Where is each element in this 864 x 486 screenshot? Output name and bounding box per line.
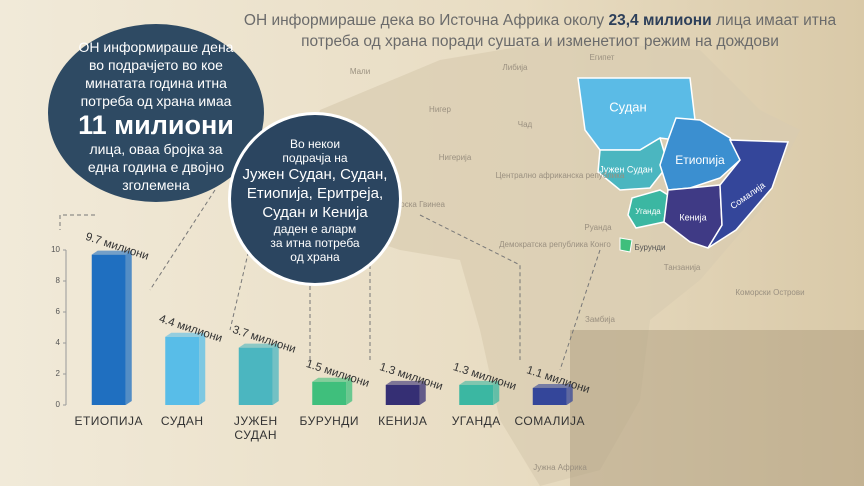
country-label: Коморски Острови bbox=[735, 288, 804, 297]
bubble-highlight: 11 милиони bbox=[78, 110, 234, 140]
region-south-sudan bbox=[597, 136, 669, 191]
country-label: Централно африканска република bbox=[496, 171, 625, 180]
bar-top bbox=[91, 250, 132, 255]
header: ОН информираше дека во Источна Африка ок… bbox=[240, 10, 840, 52]
region-label: Етиопија bbox=[675, 153, 725, 167]
bar bbox=[459, 384, 494, 405]
x-tick-label: КЕНИЈА bbox=[378, 414, 428, 428]
y-tick-label: 0 bbox=[56, 400, 61, 409]
x-tick-label: УГАНДА bbox=[451, 414, 501, 428]
region-label: Кенија bbox=[679, 212, 706, 222]
country-label: Чад bbox=[518, 120, 533, 129]
region-somalia bbox=[707, 139, 790, 249]
x-tick-label: СОМАЛИЈА bbox=[514, 414, 585, 428]
bar-side bbox=[566, 383, 573, 405]
region-label: Јужен Судан bbox=[599, 164, 653, 174]
country-label: Мали bbox=[350, 67, 370, 76]
x-tick-label: СУДАН bbox=[160, 414, 204, 428]
country-label: Демократска република Конго bbox=[499, 240, 611, 249]
bar-side bbox=[419, 380, 426, 405]
bar-top bbox=[385, 380, 426, 385]
region-label: Судан bbox=[609, 99, 646, 114]
region-label: Уганда bbox=[635, 207, 661, 216]
y-tick-label: 2 bbox=[56, 369, 61, 378]
bar bbox=[165, 336, 200, 405]
bar-side bbox=[346, 377, 353, 405]
header-highlight: 23,4 милиони bbox=[608, 12, 712, 29]
y-tick-label: 10 bbox=[51, 245, 60, 254]
bubble-left: ОН информираше дена во подрачјето во кое… bbox=[48, 24, 264, 202]
bar-top bbox=[459, 380, 500, 385]
bar bbox=[312, 381, 347, 405]
bubble-text: лица, оваа бројка за една година е двојн… bbox=[87, 141, 225, 193]
country-label: Танзанија bbox=[664, 263, 701, 272]
bar bbox=[385, 384, 420, 405]
bubble-right: Во некои подрачја на Јужен Судан, Судан,… bbox=[228, 112, 402, 286]
bar-side bbox=[125, 250, 132, 405]
region-ethiopia bbox=[659, 117, 741, 191]
y-tick-label: 4 bbox=[56, 338, 61, 347]
x-tick-label: ЈУЖЕН СУДАН bbox=[233, 414, 278, 442]
country-label: Јужна Африка bbox=[533, 463, 587, 472]
x-tick-label: ЕТИОПИЈА bbox=[74, 414, 144, 428]
photo-area bbox=[570, 330, 864, 486]
x-tick-label: БУРУНДИ bbox=[299, 414, 359, 428]
bar-top bbox=[312, 377, 353, 382]
bar-top bbox=[165, 332, 206, 337]
bubble-text: даден е аларм за итна потреба од храна bbox=[270, 222, 360, 264]
y-tick-label: 6 bbox=[56, 307, 61, 316]
header-text: лица имаат итна потреба од храна поради … bbox=[301, 12, 837, 50]
bar-side bbox=[199, 332, 206, 405]
bar bbox=[238, 347, 273, 405]
region-burundi bbox=[619, 237, 633, 253]
bar-side bbox=[493, 380, 500, 405]
country-label: Нигерија bbox=[439, 153, 472, 162]
bubble-highlight: Јужен Судан, Судан, Етиопија, Еритреја, … bbox=[242, 166, 388, 221]
country-label: Нигер bbox=[429, 105, 451, 114]
bar-top bbox=[238, 343, 279, 348]
bar-top bbox=[532, 383, 573, 388]
country-label: Египет bbox=[590, 53, 615, 62]
country-label: Либија bbox=[503, 63, 529, 72]
y-tick-label: 8 bbox=[56, 276, 61, 285]
bar bbox=[91, 254, 126, 405]
region-label: Бурунди bbox=[635, 243, 666, 252]
bar bbox=[532, 387, 567, 405]
bubble-text: ОН информираше дена во подрачјето во кое… bbox=[78, 39, 234, 109]
bubble-text: Во некои подрачја на bbox=[282, 137, 348, 165]
country-label: Замбија bbox=[585, 315, 616, 324]
country-label: Руанда bbox=[584, 223, 612, 232]
bar-side bbox=[272, 343, 279, 405]
country-label: Екваторска Гвинеа bbox=[375, 200, 446, 209]
header-text: ОН информираше дека во Источна Африка ок… bbox=[243, 12, 605, 29]
